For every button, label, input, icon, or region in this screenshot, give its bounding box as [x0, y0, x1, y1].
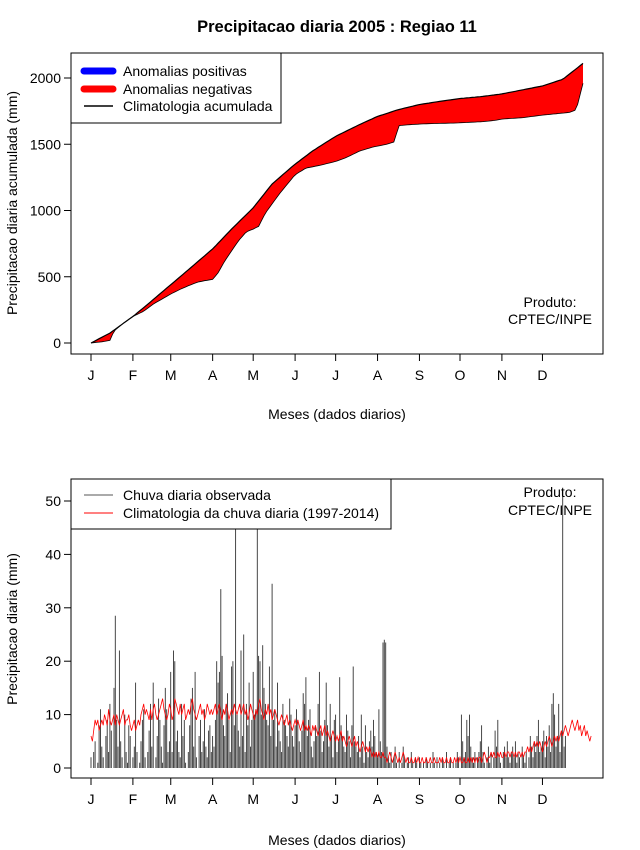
- cumulative-credit-line-1: Produto:: [524, 294, 577, 310]
- daily-legend: Chuva diaria observada Climatologia da c…: [70, 478, 392, 530]
- daily-legend-box: [70, 478, 392, 530]
- cumulative-area-marks: [90, 62, 584, 344]
- daily-x-tick-label: D: [537, 791, 547, 807]
- daily-climatology-line: [90, 698, 592, 764]
- legend-positive-label: Anomalias positivas: [123, 63, 247, 79]
- observed-cumulative-line: [90, 83, 584, 344]
- legend-daily-climatology-label: Climatologia da chuva diaria (1997-2014): [123, 505, 379, 521]
- daily-x-tick-label: J: [88, 791, 95, 807]
- cumulative-x-tick-label: D: [537, 367, 547, 383]
- cumulative-x-tick-label: S: [415, 367, 424, 383]
- legend-climatology-label: Climatologia acumulada: [123, 98, 273, 114]
- daily-bars: [90, 490, 566, 768]
- daily-panel: 0 10 20 30 40 50 J F M A M J J A S O N D Meses (dados di…: [4, 478, 604, 848]
- cumulative-x-tick-label: O: [455, 367, 466, 383]
- daily-y-tick-label: 20: [45, 653, 61, 669]
- cumulative-x-tick-label: M: [165, 367, 177, 383]
- daily-y-tick-label: 40: [45, 546, 61, 562]
- cumulative-y-tick-label: 2000: [30, 70, 61, 86]
- daily-x-tick-label: O: [455, 791, 466, 807]
- cumulative-x-tick-label: A: [373, 367, 383, 383]
- daily-x-tick-label: A: [208, 791, 218, 807]
- daily-x-tick-label: F: [129, 791, 138, 807]
- daily-x-tick-label: J: [292, 791, 299, 807]
- daily-x-tick-label: M: [165, 791, 177, 807]
- cumulative-x-tick-label: J: [88, 367, 95, 383]
- cumulative-x-label: Meses (dados diarios): [268, 406, 406, 422]
- chart-title: Precipitacao diaria 2005 : Regiao 11: [197, 18, 477, 36]
- daily-x-tick-label: N: [497, 791, 507, 807]
- daily-climatology-line-group: [90, 698, 592, 764]
- cumulative-y-tick-label: 1500: [30, 136, 61, 152]
- cumulative-x-tick-label: A: [208, 367, 218, 383]
- daily-y-tick-label: 50: [45, 493, 61, 509]
- cumulative-y-axis: 0 500 1000 1500 2000: [30, 70, 72, 351]
- legend-negative-label: Anomalias negativas: [123, 81, 252, 97]
- daily-y-label: Precipitacao diaria (mm): [4, 553, 20, 705]
- daily-credit-line-1: Produto:: [524, 484, 577, 500]
- daily-x-tick-label: A: [373, 791, 383, 807]
- cumulative-y-tick-label: 1000: [30, 203, 61, 219]
- cumulative-x-tick-label: N: [497, 367, 507, 383]
- daily-y-axis: 0 10 20 30 40 50: [45, 493, 72, 776]
- cumulative-legend: Anomalias positivas Anomalias negativas …: [70, 52, 282, 124]
- daily-y-tick-label: 10: [45, 707, 61, 723]
- cumulative-x-tick-label: J: [332, 367, 339, 383]
- cumulative-x-tick-label: J: [292, 367, 299, 383]
- legend-observed-label: Chuva diaria observada: [123, 487, 271, 503]
- cumulative-credit-line-2: CPTEC/INPE: [508, 311, 592, 327]
- cumulative-x-tick-label: F: [129, 367, 138, 383]
- daily-x-tick-label: J: [332, 791, 339, 807]
- cumulative-y-tick-label: 500: [38, 269, 62, 285]
- daily-credit-line-2: CPTEC/INPE: [508, 502, 592, 518]
- daily-y-tick-label: 0: [53, 760, 61, 776]
- daily-x-label: Meses (dados diarios): [268, 832, 406, 848]
- negative-anomaly-area: [91, 63, 583, 344]
- cumulative-y-label: Precipitacao diaria acumulada (mm): [4, 91, 20, 315]
- cumulative-x-tick-label: M: [247, 367, 259, 383]
- cumulative-y-tick-label: 0: [53, 335, 61, 351]
- daily-x-tick-label: S: [415, 791, 424, 807]
- daily-y-tick-label: 30: [45, 600, 61, 616]
- daily-x-tick-label: M: [247, 791, 259, 807]
- cumulative-panel: 0 500 1000 1500 2000 J F M A M J J A S O N D Meses (dad…: [4, 52, 604, 422]
- climatology-cumulative-line: [90, 62, 584, 344]
